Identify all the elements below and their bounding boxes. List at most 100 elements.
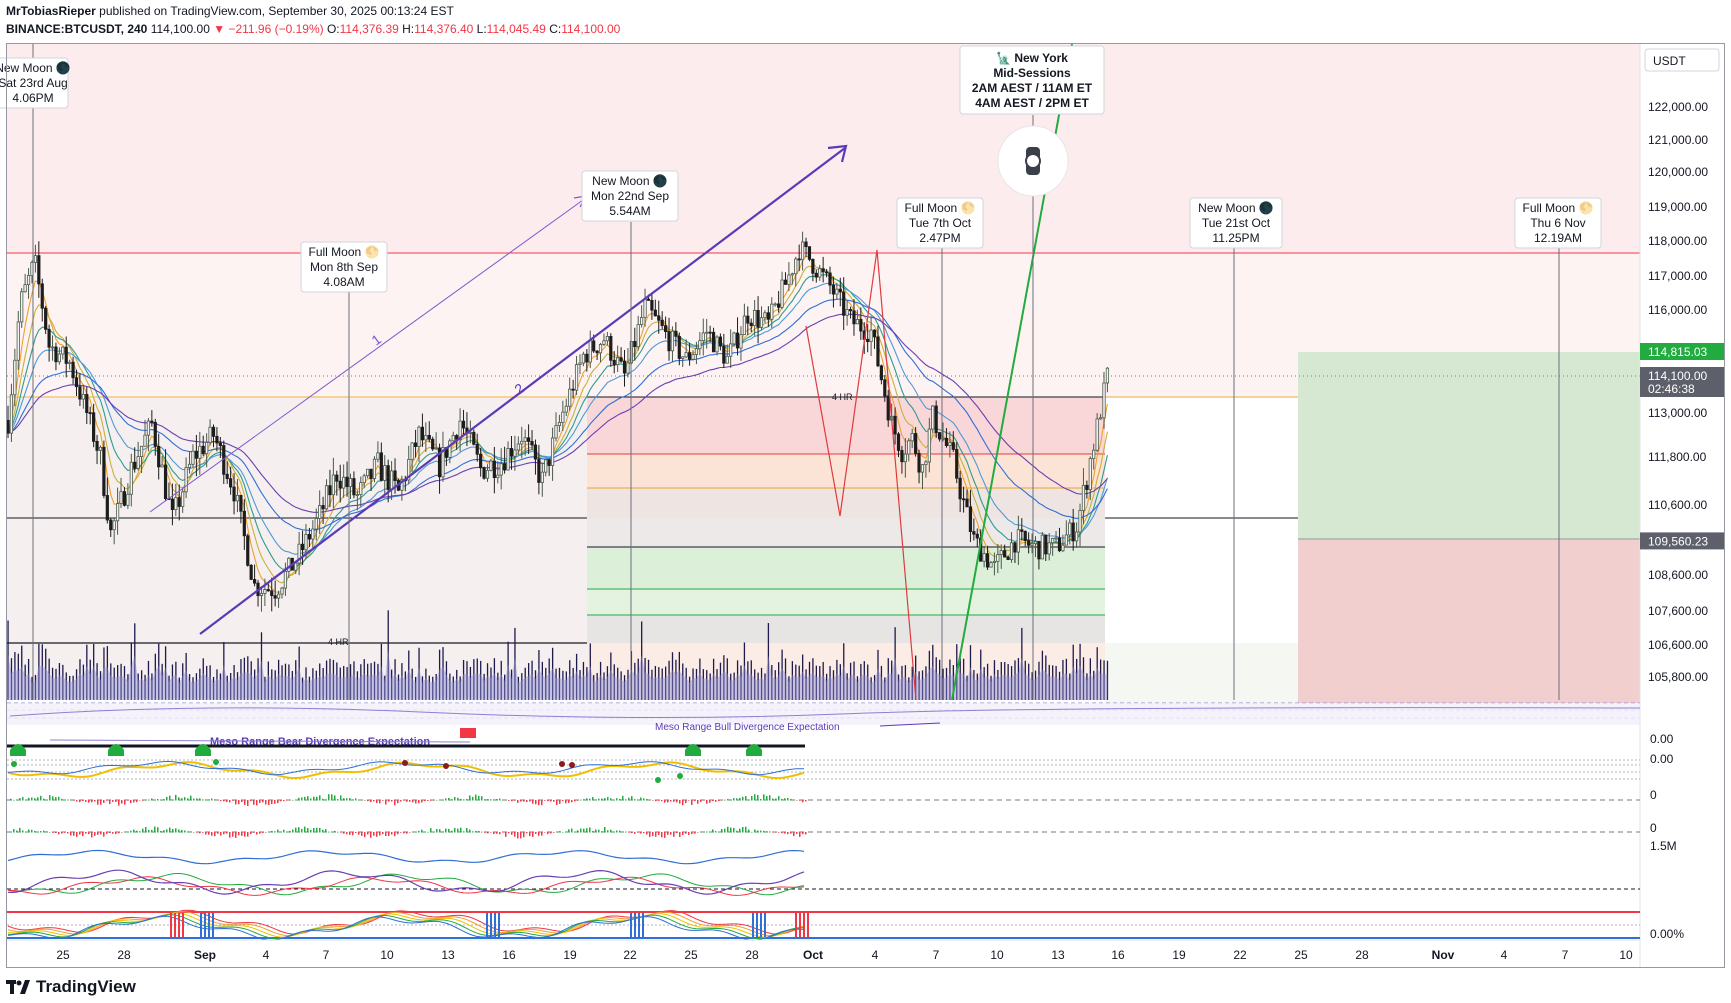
candle-body — [434, 447, 438, 450]
histogram-bar — [388, 832, 390, 836]
price-tag-box — [1640, 532, 1724, 550]
candle-body — [328, 485, 332, 496]
volume-bar — [147, 660, 150, 700]
volume-bar — [209, 665, 211, 700]
stoch-signal-bar — [807, 913, 809, 937]
volume-bar — [243, 657, 246, 700]
volume-bar — [767, 623, 770, 700]
volume-bar — [641, 621, 643, 700]
candle-body — [848, 309, 853, 312]
candle-body — [318, 505, 322, 519]
histogram-bar — [190, 831, 192, 833]
histogram-bar — [73, 800, 75, 801]
candle-body — [451, 435, 455, 442]
histogram-bar — [40, 795, 42, 801]
candle-body — [872, 329, 877, 338]
candle-body — [667, 331, 671, 352]
histogram-bar — [424, 831, 426, 833]
histogram-bar — [490, 832, 492, 833]
candle-body — [410, 442, 414, 460]
author-name[interactable]: MrTobiasRieper — [6, 4, 96, 18]
candle-body — [561, 411, 565, 423]
volume-bar — [771, 665, 773, 700]
candle-body — [218, 442, 222, 446]
volume-bar — [154, 653, 156, 700]
histogram-bar — [307, 796, 309, 801]
volume-bar — [360, 664, 362, 700]
volume-bar — [1065, 658, 1068, 700]
session-subtitle: Mid-Sessions — [993, 66, 1071, 80]
volume-bar — [606, 666, 609, 700]
candle-body — [1051, 538, 1055, 544]
volume-bar — [514, 627, 516, 700]
histogram-bar — [742, 826, 744, 833]
candle-body — [598, 343, 603, 354]
volume-bar — [942, 668, 944, 700]
histogram-bar — [730, 799, 732, 801]
histogram-bar — [535, 800, 537, 805]
volume-bar — [534, 670, 537, 700]
candle-body — [636, 324, 640, 348]
y-tick-label: 108,600.00 — [1648, 568, 1708, 582]
volume-bar — [805, 669, 807, 700]
candle-body — [838, 288, 842, 293]
stoch-signal-bar — [498, 913, 500, 937]
volume-bar — [887, 658, 889, 700]
histogram-bar — [583, 828, 585, 833]
indicator-axis-label: 0.00 — [1650, 732, 1674, 746]
candle-body — [150, 420, 154, 423]
volume-bar — [678, 651, 680, 700]
volume-bar — [103, 647, 105, 700]
price-tag-text: 109,560.23 — [1648, 534, 1708, 548]
volume-bar — [127, 674, 129, 700]
volume-bar — [10, 658, 13, 700]
candle-body — [968, 506, 973, 532]
publish-line: MrTobiasRieper published on TradingView.… — [6, 4, 454, 18]
candle-body — [153, 421, 157, 447]
histogram-bar — [280, 831, 282, 833]
volume-bar — [702, 669, 704, 700]
volume-bar — [72, 675, 74, 700]
moon-label-title: Full Moon 🌕 — [1523, 201, 1594, 215]
histogram-bar — [334, 830, 336, 833]
histogram-bar — [646, 832, 648, 835]
histogram-bar — [544, 832, 546, 833]
histogram-bar — [118, 832, 120, 834]
histogram-bar — [760, 830, 762, 833]
histogram-bar — [523, 832, 525, 838]
histogram-bar — [61, 832, 63, 834]
histogram-bar — [760, 798, 762, 801]
histogram-bar — [508, 832, 510, 834]
histogram-bar — [772, 832, 774, 833]
x-tick-label: 16 — [502, 948, 516, 962]
osc2-green — [7, 873, 805, 896]
histogram-bar — [13, 799, 15, 801]
candle-body — [437, 447, 442, 478]
volume-bar — [726, 658, 728, 700]
histogram-bar — [142, 828, 144, 833]
histogram-bar — [79, 800, 81, 803]
volume-bar — [877, 649, 879, 700]
histogram-bar — [205, 832, 207, 835]
histogram-bar — [202, 832, 204, 833]
volume-bar — [490, 667, 492, 700]
histogram-bar — [457, 828, 459, 833]
stoch-signal-bar — [752, 913, 754, 937]
candle-body — [722, 345, 726, 364]
candle-body — [996, 554, 1000, 562]
histogram-bar — [433, 831, 435, 833]
histogram-bar — [736, 830, 738, 833]
candle-body — [605, 336, 609, 342]
candle-body — [818, 268, 822, 278]
volume-bar — [976, 673, 978, 700]
histogram-bar — [640, 797, 642, 801]
volume-bar — [288, 664, 290, 700]
histogram-bar — [295, 799, 297, 801]
histogram-bar — [340, 832, 342, 833]
resistance-zone — [7, 44, 1640, 253]
stoch-signal-bar — [494, 913, 496, 937]
histogram-bar — [406, 832, 408, 834]
volume-bar — [829, 666, 831, 700]
symbol-name[interactable]: BINANCE:BTCUSDT, 240 — [6, 22, 148, 36]
